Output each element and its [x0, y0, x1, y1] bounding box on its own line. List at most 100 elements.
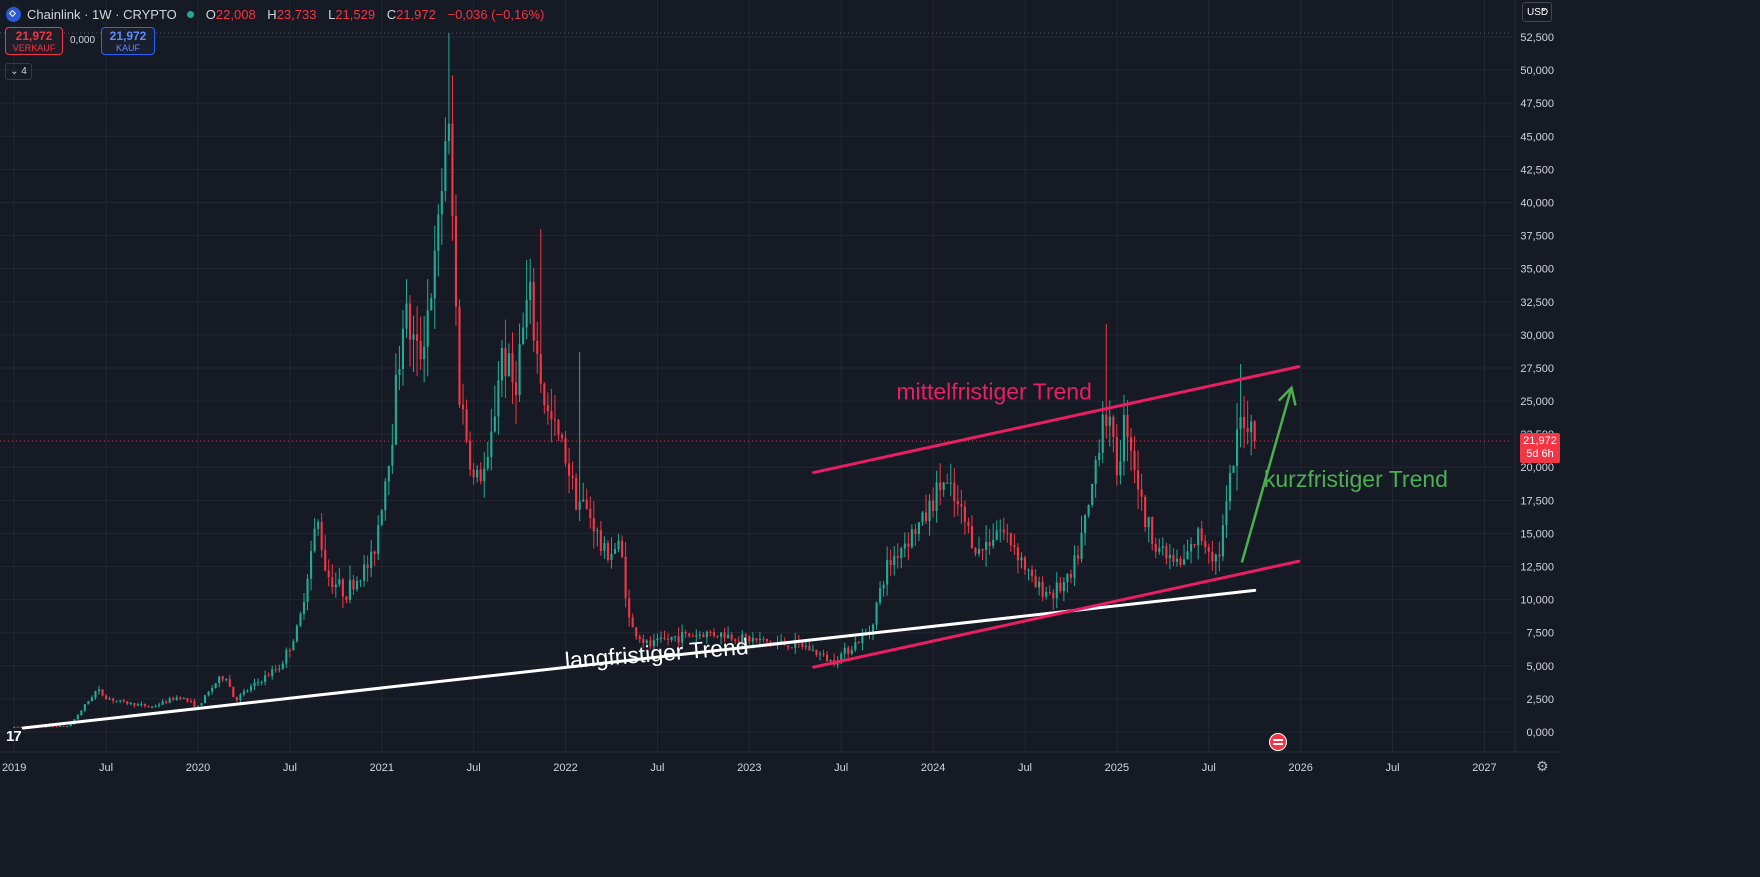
candle-body — [698, 634, 701, 636]
time-axis: 2019 Jul 2020 Jul 2021 Jul 2022 Jul 2023 Jul 2024 J… — [0, 751, 1560, 774]
candle-body — [999, 529, 1002, 531]
low-value: 21,529 — [335, 6, 376, 22]
candle-body — [1048, 592, 1051, 594]
candle-body — [175, 697, 178, 700]
candle-body — [423, 346, 426, 360]
candle-body — [638, 636, 641, 640]
candle-body — [1211, 551, 1214, 562]
tradingview-logo-icon[interactable]: 17 — [6, 728, 22, 745]
candle-body — [1013, 544, 1016, 548]
candle-body — [829, 659, 832, 662]
candle-body — [1016, 547, 1019, 561]
candle-body — [338, 579, 341, 585]
candle-body — [529, 281, 532, 300]
candle-body — [129, 703, 132, 705]
candle-body — [377, 524, 380, 555]
candle-body — [1161, 546, 1164, 548]
candle-body — [695, 635, 698, 637]
sell-price: 21,972 — [15, 29, 53, 43]
symbol-label[interactable]: Chainlink · 1W · CRYPTO — [27, 6, 177, 22]
candle-body — [974, 547, 977, 554]
candle-body — [889, 560, 892, 566]
candle-body — [278, 668, 281, 670]
candle-body — [649, 640, 652, 647]
candle-body — [946, 482, 949, 484]
candle-body — [1069, 573, 1072, 578]
candle-body — [995, 530, 998, 540]
candle-body — [292, 641, 295, 651]
candle-body — [331, 577, 334, 588]
us-flag-event-icon[interactable] — [1269, 733, 1287, 751]
gear-icon[interactable]: ⚙ — [1536, 758, 1549, 774]
x-tick-label: Jul — [1386, 762, 1400, 774]
sell-button[interactable]: 21,972 VERKAUF — [5, 27, 63, 55]
candle-body — [988, 542, 991, 546]
currency-select[interactable]: USD — [1522, 0, 1552, 22]
candle-body — [543, 383, 546, 406]
candle-body — [1190, 543, 1193, 552]
low-key: L — [328, 6, 336, 22]
open-value: 22,008 — [215, 6, 256, 22]
buy-button[interactable]: 21,972 KAUF — [101, 27, 155, 55]
candle-body — [755, 638, 758, 640]
candle-body — [1228, 472, 1232, 502]
candle-body — [663, 637, 666, 639]
candle-body — [154, 706, 157, 708]
candle-body — [896, 556, 899, 559]
candle-body — [380, 510, 383, 525]
candle-body — [705, 631, 708, 638]
x-tick-label: Jul — [283, 762, 297, 774]
candle-body — [1009, 533, 1012, 545]
candle-body — [652, 640, 655, 647]
candle-body — [80, 710, 83, 716]
candle-body — [907, 543, 910, 547]
candle-body — [875, 602, 878, 625]
candle-body — [62, 725, 65, 727]
y-tick-label: 32,500 — [1520, 297, 1554, 309]
y-tick-label: 7,500 — [1526, 628, 1554, 640]
candle-body — [370, 551, 373, 569]
candle-body — [585, 499, 588, 509]
indicators-toggle[interactable]: ⌄ 4 — [5, 63, 32, 80]
candle-body — [444, 141, 447, 191]
candle-body — [363, 564, 366, 581]
candle-body — [200, 703, 203, 706]
candle-body — [249, 686, 253, 691]
candle-body — [165, 701, 168, 703]
candle-body — [808, 645, 811, 651]
candle-body — [504, 348, 507, 377]
candle-body — [953, 482, 956, 502]
candle-body — [939, 482, 942, 490]
candle-body — [274, 669, 277, 671]
candle-body — [1115, 436, 1118, 476]
candle-body — [1091, 483, 1094, 505]
candle-body — [1221, 525, 1224, 557]
candle-body — [1020, 557, 1023, 561]
candle-body — [910, 529, 913, 547]
candle-body — [847, 647, 850, 654]
candle-body — [1052, 592, 1055, 599]
y-tick-label: 17,500 — [1520, 495, 1554, 507]
candle-body — [666, 638, 670, 640]
candle-body — [592, 518, 595, 532]
candle-body — [628, 598, 631, 618]
x-tick-label: Jul — [99, 762, 113, 774]
candle-body — [539, 354, 542, 384]
candle-body — [1179, 558, 1182, 565]
candle-body — [861, 634, 864, 644]
candle-body — [1027, 569, 1030, 571]
candle-body — [1133, 450, 1136, 471]
candle-body — [179, 697, 182, 699]
y-tick-label: 37,500 — [1520, 231, 1554, 243]
candle-body — [606, 542, 610, 560]
candle-body — [359, 580, 362, 582]
candle-body — [186, 697, 189, 702]
high-key: H — [267, 6, 277, 22]
y-tick-label: 45,000 — [1520, 131, 1554, 143]
candle-body — [416, 334, 419, 341]
x-tick-label: 2022 — [553, 762, 577, 774]
candle-body — [426, 310, 429, 347]
candle-body — [811, 649, 814, 651]
x-tick-label: Jul — [650, 762, 664, 774]
